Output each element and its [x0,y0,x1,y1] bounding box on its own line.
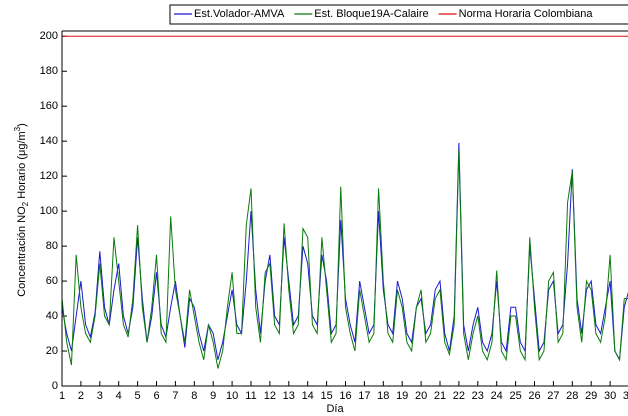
x-tick-label: 3 [97,390,103,402]
x-tick-label: 17 [358,390,370,402]
x-tick-label: 11 [245,390,256,402]
y-label-sub: 2 [21,201,30,206]
x-tick-label: 25 [509,390,521,402]
legend-label: Est. Bloque19A-Calaire [314,8,428,20]
y-tick-label: 20 [46,345,58,357]
x-tick-label: 8 [191,390,197,402]
y-tick-label: 80 [46,240,58,252]
y-tick-label: 200 [40,30,58,42]
x-tick-label: 24 [491,390,503,402]
x-tick-label: 21 [434,390,446,402]
legend: Est.Volador-AMVA Est. Bloque19A-Calaire No… [169,4,628,25]
legend-label: Est.Volador-AMVA [194,8,285,20]
x-tick-label: 1 [59,390,65,402]
x-tick-label: 26 [528,390,540,402]
x-tick-label: 12 [264,390,276,402]
x-tick-label: 7 [172,390,178,402]
series-line [61,149,628,369]
series-line [61,142,628,362]
y-tick-label: 120 [40,170,58,182]
x-tick-label: 2 [78,390,84,402]
x-tick-label: 14 [302,390,314,402]
y-label-sup: 3 [13,126,22,131]
y-label-part: ) [16,123,28,127]
x-tick-label: 10 [226,390,238,402]
x-axis-label: Día [326,403,344,415]
y-tick-label: 140 [40,135,58,147]
y-tick-label: 100 [40,205,58,217]
x-tick-label: 23 [472,390,484,402]
x-tick-label: 30 [604,390,616,402]
x-tick-label: 9 [210,390,216,402]
x-tick-label: 16 [339,390,351,402]
x-tick-label: 31 [623,390,628,402]
x-tick-label: 4 [116,390,122,402]
axes-frame [61,30,628,387]
x-tick-label: 15 [320,390,332,402]
x-tick-label: 5 [135,390,141,402]
y-tick-label: 40 [46,310,58,322]
x-tick-label: 6 [153,390,159,402]
legend-label: Norma Horaria Colombiana [459,8,594,20]
x-tick-label: 13 [283,390,295,402]
x-tick-label: 20 [415,390,427,402]
legend-box [169,4,628,25]
x-tick-label: 18 [377,390,389,402]
y-axis-label: Concentración NO2 Horario (μg/m3) [13,123,30,297]
x-tick-label: 29 [585,390,597,402]
y-tick-label: 160 [40,100,58,112]
y-tick-label: 60 [46,275,58,287]
x-tick-label: 19 [396,390,408,402]
x-tick-label: 27 [547,390,559,402]
y-label-part: Concentración NO [16,206,28,297]
y-label-part: Horario (μg/m [16,131,28,202]
x-tick-label: 28 [566,390,578,402]
y-tick-label: 0 [52,380,58,392]
y-tick-label: 180 [40,65,58,77]
x-tick-label: 22 [453,390,465,402]
